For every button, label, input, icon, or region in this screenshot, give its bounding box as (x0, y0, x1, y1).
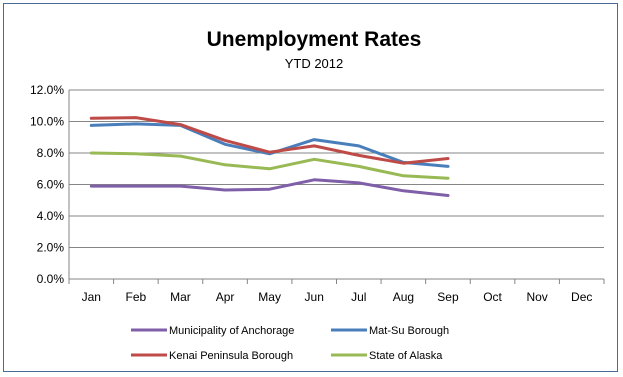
legend-label-kenai-peninsula-borough: Kenai Peninsula Borough (169, 350, 293, 362)
x-tick-label: May (258, 290, 281, 304)
series-line-kenai-peninsula-borough (89, 116, 450, 165)
x-tick-label: Nov (526, 290, 547, 304)
chart-subtitle: YTD 2012 (285, 56, 344, 71)
line-chart: Unemployment Rates YTD 2012 0.0% 2.0% 4.0%… (30, 28, 605, 362)
y-tick-label: 8.0% (37, 146, 65, 160)
x-tick-label: Jan (82, 290, 101, 304)
chart-title: Unemployment Rates (207, 28, 422, 51)
series-line-state-of-alaska (89, 151, 450, 180)
y-tick-label: 0.0% (37, 272, 65, 286)
y-tick-label: 12.0% (30, 83, 64, 97)
x-tick-label: Sep (437, 290, 459, 304)
y-tick-label: 2.0% (37, 241, 65, 255)
x-tick-label: Jul (351, 290, 366, 304)
series-line-mat-su-borough (89, 122, 450, 168)
x-tick-label: Jun (305, 290, 324, 304)
legend-label-mat-su-borough: Mat-Su Borough (369, 325, 449, 337)
legend-label-municipality-of-anchorage: Municipality of Anchorage (169, 325, 294, 337)
y-tick-label: 6.0% (37, 178, 65, 192)
x-tick-label: Dec (571, 290, 592, 304)
series-lines (89, 116, 450, 197)
axes: 0.0% 2.0% 4.0% 6.0% 8.0% 10.0% 12.0% Jan Feb Mar A… (30, 83, 605, 304)
y-tick-label: 10.0% (30, 115, 64, 129)
legend-label-state-of-alaska: State of Alaska (369, 350, 443, 362)
x-tick-label: Aug (393, 290, 414, 304)
legend: Municipality of Anchorage Mat-Su Borough K… (131, 325, 449, 362)
series-line-municipality-of-anchorage (89, 178, 450, 197)
x-tick-label: Apr (216, 290, 235, 304)
y-tick-label: 4.0% (37, 209, 65, 223)
x-tick-label: Oct (483, 290, 502, 304)
x-tick-label: Mar (170, 290, 191, 304)
x-tick-label: Feb (126, 290, 147, 304)
chart-frame: Unemployment Rates YTD 2012 0.0% 2.0% 4.0%… (3, 3, 618, 372)
